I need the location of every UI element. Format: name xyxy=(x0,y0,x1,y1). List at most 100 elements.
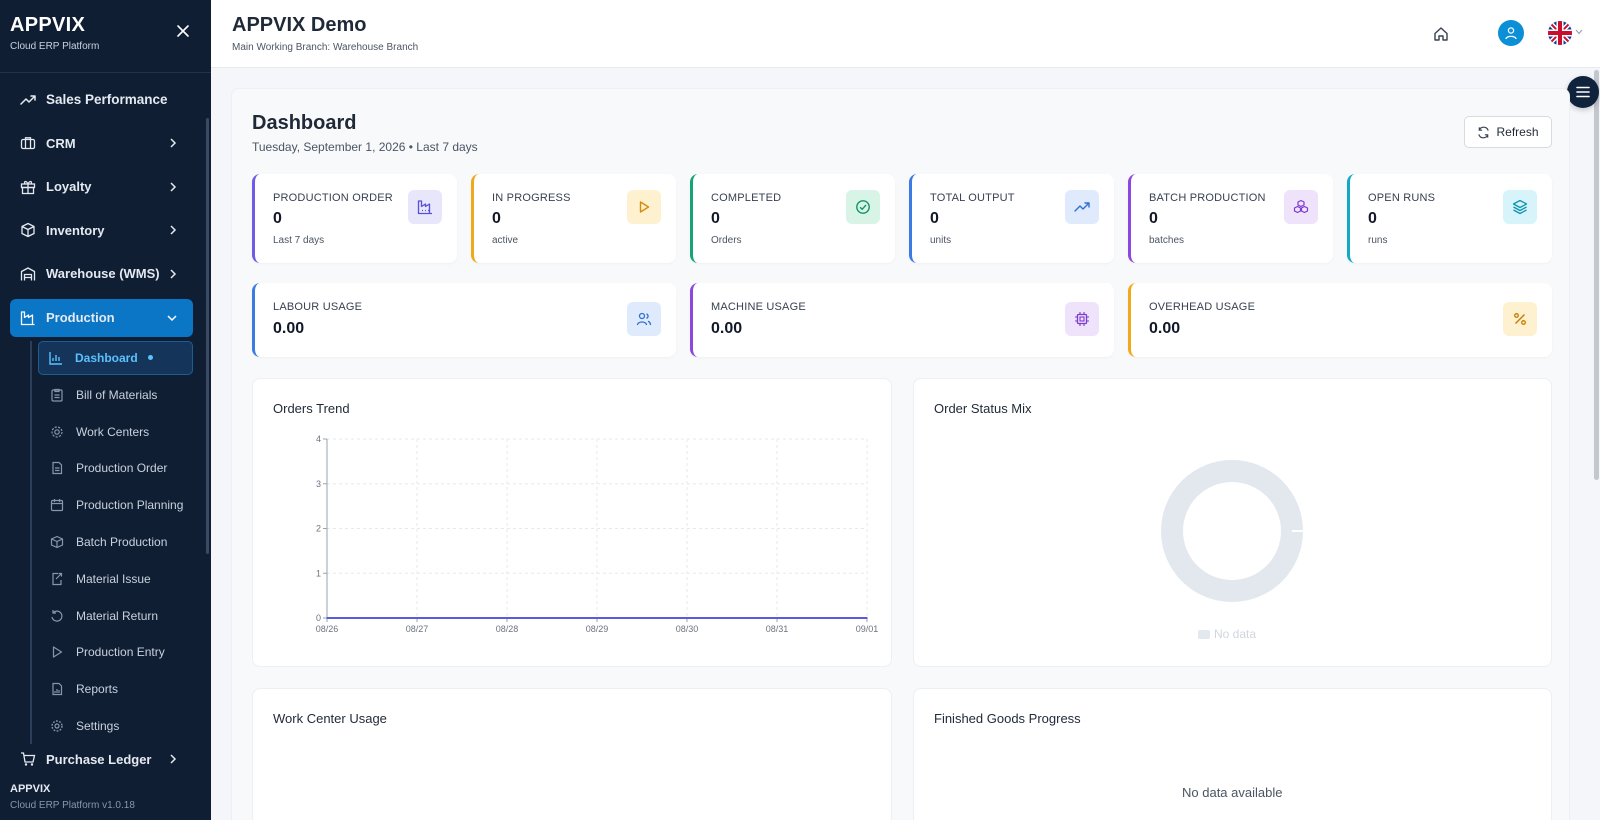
chart-title: Finished Goods Progress xyxy=(934,711,1081,726)
chevron-down-icon[interactable] xyxy=(1575,29,1583,35)
factory-icon xyxy=(408,190,442,224)
users-icon xyxy=(627,302,661,336)
stat-card-production-order: PRODUCTION ORDER 0 Last 7 days xyxy=(252,174,457,263)
x-tick-label: 08/27 xyxy=(406,624,429,634)
sidebar-item-loyalty[interactable]: Loyalty xyxy=(10,165,193,209)
sidebar-item-label: Loyalty xyxy=(46,179,92,195)
chevron-right-icon xyxy=(170,182,177,192)
y-tick-label: 3 xyxy=(316,479,321,489)
close-icon[interactable] xyxy=(176,24,190,38)
subnav-item-production-entry[interactable]: Production Entry xyxy=(40,634,193,671)
data-point xyxy=(776,617,778,619)
chevron-right-icon xyxy=(170,269,177,279)
play-icon xyxy=(50,645,64,659)
sidebar-divider xyxy=(0,72,211,73)
page-subtitle: Tuesday, September 1, 2026 • Last 7 days xyxy=(252,140,478,154)
calendar-icon xyxy=(50,498,64,512)
app-title: APPVIX Demo xyxy=(232,14,367,36)
chevron-down-icon xyxy=(167,314,177,321)
stat-label: BATCH PRODUCTION xyxy=(1149,192,1266,204)
page-title: Dashboard xyxy=(252,112,357,134)
sidebar-item-production[interactable]: Production xyxy=(10,298,193,337)
stat-caption: active xyxy=(492,235,519,246)
play-icon xyxy=(627,190,661,224)
subnav-item-material-issue[interactable]: Material Issue xyxy=(40,560,193,597)
subnav-item-reports[interactable]: Reports xyxy=(40,671,193,708)
donut-legend: No data xyxy=(1198,627,1256,641)
menu-button[interactable] xyxy=(1567,76,1599,108)
gear-icon xyxy=(50,425,64,439)
trend-up-icon xyxy=(1065,190,1099,224)
refresh-icon xyxy=(1478,126,1490,138)
subnav-item-dashboard[interactable]: Dashboard xyxy=(38,340,193,375)
box-icon xyxy=(50,535,64,549)
trend-up-icon xyxy=(20,92,36,108)
report-icon xyxy=(50,682,64,696)
sidebar-scrollbar[interactable] xyxy=(206,118,209,554)
subnav-item-label: Settings xyxy=(76,719,120,734)
home-icon[interactable] xyxy=(1429,22,1453,46)
stat-caption: Orders xyxy=(711,235,742,246)
sidebar-item-warehouse[interactable]: Warehouse (WMS) xyxy=(10,252,193,296)
usage-card-overhead: OVERHEAD USAGE 0.00 xyxy=(1128,283,1552,357)
undo-icon xyxy=(50,609,64,623)
no-data-label: No data available xyxy=(1182,785,1283,800)
box-icon xyxy=(20,222,36,238)
brand: APPVIX Cloud ERP Platform xyxy=(10,14,99,52)
orders-trend-card: Orders Trend 0 1 2 3 4 08/26 08/27 08/28 08/29 08… xyxy=(252,378,892,667)
brand-subtitle: Cloud ERP Platform xyxy=(10,41,100,52)
donut-ring xyxy=(1161,460,1303,602)
footer-name: APPVIX xyxy=(10,783,51,795)
brand-name: APPVIX xyxy=(10,14,86,36)
x-tick-label: 09/01 xyxy=(856,624,879,634)
data-point xyxy=(596,617,598,619)
document-icon xyxy=(50,461,64,475)
sidebar-item-sales-performance[interactable]: Sales Performance xyxy=(10,78,193,122)
subnav-item-label: Production Entry xyxy=(76,645,165,660)
subnav-item-production-order[interactable]: Production Order xyxy=(40,450,193,487)
sidebar-item-label: Production xyxy=(46,310,115,325)
stat-card-completed: COMPLETED 0 Orders xyxy=(690,174,895,263)
subnav-item-bill-of-materials[interactable]: Bill of Materials xyxy=(40,377,193,414)
data-point xyxy=(326,617,328,619)
subnav-item-work-centers[interactable]: Work Centers xyxy=(40,413,193,450)
sidebar-item-crm[interactable]: CRM xyxy=(10,122,193,166)
production-subnav: Dashboard Bill of Materials Work Centers… xyxy=(30,340,193,745)
sidebar: APPVIX Cloud ERP Platform Sales Performa… xyxy=(0,0,211,820)
usage-label: OVERHEAD USAGE xyxy=(1149,301,1256,313)
stat-label: PRODUCTION ORDER xyxy=(273,192,393,204)
factory-icon xyxy=(20,310,36,326)
subnav-item-production-planning[interactable]: Production Planning xyxy=(40,487,193,524)
subnav-item-label: Production Order xyxy=(76,461,168,476)
stat-label: TOTAL OUTPUT xyxy=(930,192,1015,204)
refresh-button[interactable]: Refresh xyxy=(1464,116,1552,148)
stat-label: COMPLETED xyxy=(711,192,782,204)
subnav-item-label: Reports xyxy=(76,682,119,697)
orders-trend-chart: 0 1 2 3 4 08/26 08/27 08/28 08/29 08/30 08/31 09/01 xyxy=(316,434,879,634)
refresh-label: Refresh xyxy=(1496,125,1539,139)
subnav-item-batch-production[interactable]: Batch Production xyxy=(40,524,193,561)
top-header: APPVIX Demo Main Working Branch: Warehou… xyxy=(211,0,1600,68)
subnav-item-material-return[interactable]: Material Return xyxy=(40,597,193,634)
subnav-item-label: Bill of Materials xyxy=(76,387,158,402)
chart-title: Work Center Usage xyxy=(273,711,387,726)
export-icon xyxy=(50,572,64,586)
usage-label: MACHINE USAGE xyxy=(711,301,806,313)
stat-card-batch-production: BATCH PRODUCTION 0 batches xyxy=(1128,174,1333,263)
data-point xyxy=(686,617,688,619)
sidebar-item-inventory[interactable]: Inventory xyxy=(10,209,193,253)
legend-swatch xyxy=(1198,629,1210,639)
sidebar-item-purchase-ledger[interactable]: Purchase Ledger xyxy=(10,744,193,774)
data-point xyxy=(506,617,508,619)
user-avatar[interactable] xyxy=(1498,20,1524,46)
stat-caption: units xyxy=(930,235,952,246)
subnav-item-label: Material Return xyxy=(76,608,159,623)
subnav-item-label: Batch Production xyxy=(76,535,168,550)
finished-goods-card: Finished Goods Progress No data availabl… xyxy=(913,688,1552,820)
main-scrollbar[interactable] xyxy=(1594,70,1599,480)
uk-flag-icon[interactable] xyxy=(1548,21,1572,45)
user-icon xyxy=(1505,27,1517,40)
subnav-item-settings[interactable]: Settings xyxy=(40,708,193,745)
clipboard-icon xyxy=(50,388,64,402)
gift-icon xyxy=(20,179,36,195)
